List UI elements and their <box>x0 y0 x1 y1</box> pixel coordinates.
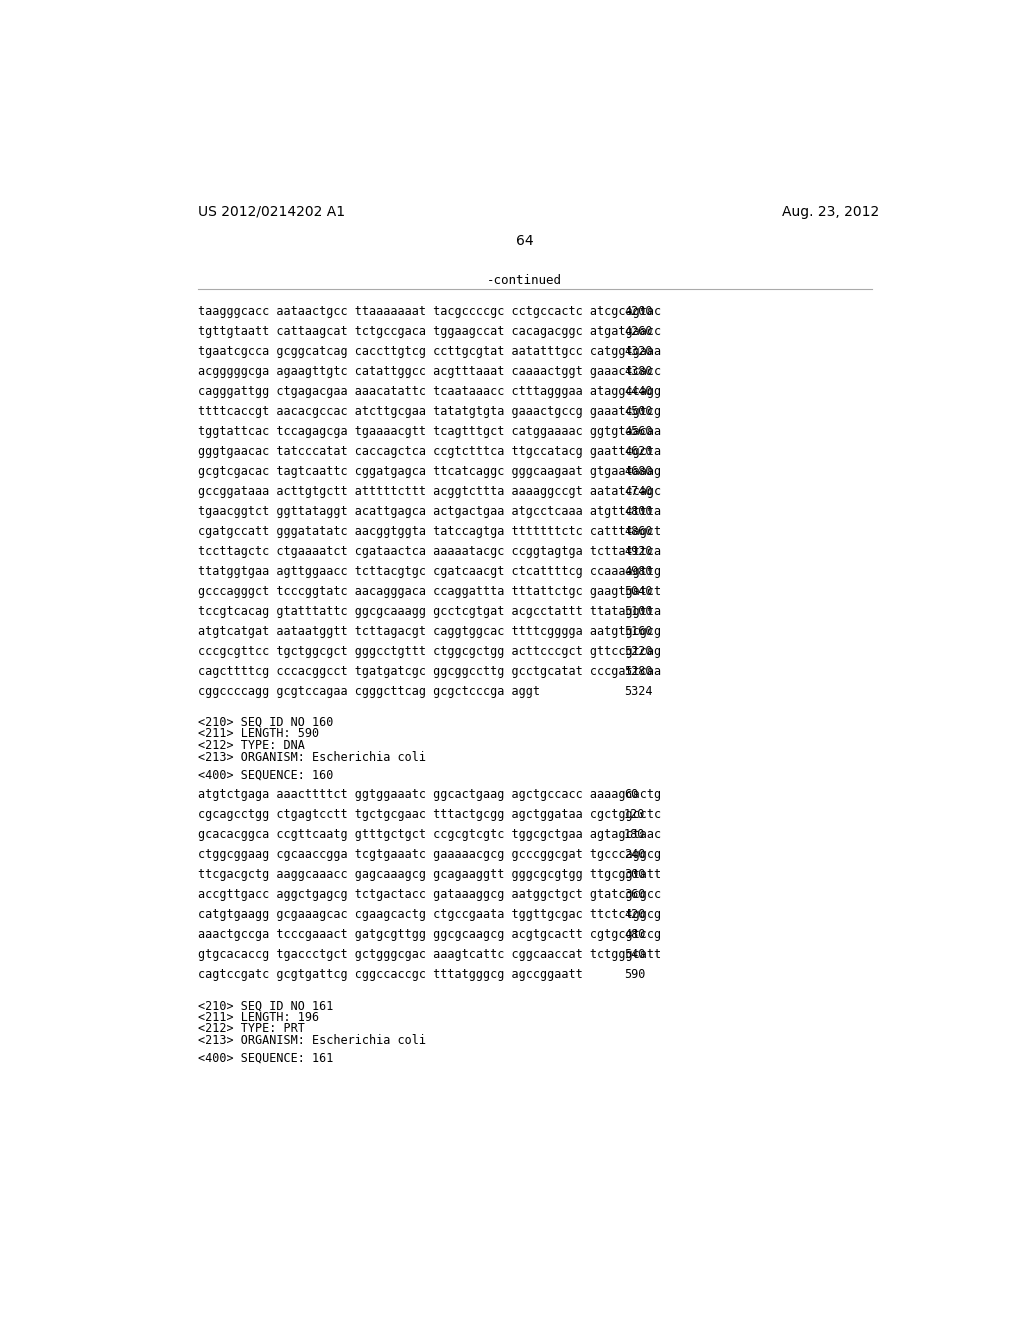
Text: 180: 180 <box>624 829 645 841</box>
Text: 360: 360 <box>624 888 645 902</box>
Text: 4800: 4800 <box>624 506 652 517</box>
Text: <212> TYPE: DNA: <212> TYPE: DNA <box>198 739 304 752</box>
Text: <213> ORGANISM: Escherichia coli: <213> ORGANISM: Escherichia coli <box>198 751 426 763</box>
Text: 64: 64 <box>516 234 534 248</box>
Text: 4500: 4500 <box>624 405 652 418</box>
Text: aaactgccga tcccgaaact gatgcgttgg ggcgcaagcg acgtgcactt cgtgcgtccg: aaactgccga tcccgaaact gatgcgttgg ggcgcaa… <box>198 928 660 941</box>
Text: cgcagcctgg ctgagtcctt tgctgcgaac tttactgcgg agctggataa cgctggcctc: cgcagcctgg ctgagtcctt tgctgcgaac tttactg… <box>198 808 660 821</box>
Text: 5280: 5280 <box>624 665 652 678</box>
Text: 4260: 4260 <box>624 325 652 338</box>
Text: 5160: 5160 <box>624 626 652 638</box>
Text: <212> TYPE: PRT: <212> TYPE: PRT <box>198 1022 304 1035</box>
Text: ttcgacgctg aaggcaaacc gagcaaagcg gcagaaggtt gggcgcgtgg ttgcggtatt: ttcgacgctg aaggcaaacc gagcaaagcg gcagaag… <box>198 869 660 882</box>
Text: tccgtcacag gtatttattc ggcgcaaagg gcctcgtgat acgcctattt ttataggtta: tccgtcacag gtatttattc ggcgcaaagg gcctcgt… <box>198 605 660 618</box>
Text: 5324: 5324 <box>624 685 652 698</box>
Text: 240: 240 <box>624 849 645 862</box>
Text: catgtgaagg gcgaaagcac cgaagcactg ctgccgaata tggttgcgac ttctctggcg: catgtgaagg gcgaaagcac cgaagcactg ctgccga… <box>198 908 660 921</box>
Text: cggccccagg gcgtccagaa cgggcttcag gcgctcccga aggt: cggccccagg gcgtccagaa cgggcttcag gcgctcc… <box>198 685 540 698</box>
Text: US 2012/0214202 A1: US 2012/0214202 A1 <box>198 205 345 219</box>
Text: 60: 60 <box>624 788 638 801</box>
Text: <211> LENGTH: 196: <211> LENGTH: 196 <box>198 1011 318 1024</box>
Text: <211> LENGTH: 590: <211> LENGTH: 590 <box>198 727 318 741</box>
Text: 300: 300 <box>624 869 645 882</box>
Text: 5220: 5220 <box>624 645 652 659</box>
Text: 590: 590 <box>624 969 645 982</box>
Text: gcacacggca ccgttcaatg gtttgctgct ccgcgtcgtc tggcgctgaa agtagctaac: gcacacggca ccgttcaatg gtttgctgct ccgcgtc… <box>198 829 660 841</box>
Text: 4740: 4740 <box>624 484 652 498</box>
Text: accgttgacc aggctgagcg tctgactacc gataaaggcg aatggctgct gtatcgcgcc: accgttgacc aggctgagcg tctgactacc gataaag… <box>198 888 660 902</box>
Text: tgaacggtct ggttataggt acattgagca actgactgaa atgcctcaaa atgttcttta: tgaacggtct ggttataggt acattgagca actgact… <box>198 506 660 517</box>
Text: cagggattgg ctgagacgaa aaacatattc tcaataaacc ctttagggaa ataggccagg: cagggattgg ctgagacgaa aaacatattc tcaataa… <box>198 385 660 397</box>
Text: 540: 540 <box>624 948 645 961</box>
Text: 4860: 4860 <box>624 525 652 539</box>
Text: tccttagctc ctgaaaatct cgataactca aaaaatacgc ccggtagtga tcttatttca: tccttagctc ctgaaaatct cgataactca aaaaata… <box>198 545 660 558</box>
Text: 4980: 4980 <box>624 565 652 578</box>
Text: cagcttttcg cccacggcct tgatgatcgc ggcggccttg gcctgcatat cccgattcaa: cagcttttcg cccacggcct tgatgatcgc ggcggcc… <box>198 665 660 678</box>
Text: gtgcacaccg tgaccctgct gctgggcgac aaagtcattc cggcaaccat tctgggcatt: gtgcacaccg tgaccctgct gctgggcgac aaagtca… <box>198 948 660 961</box>
Text: 5040: 5040 <box>624 585 652 598</box>
Text: gcccagggct tcccggtatc aacagggaca ccaggattta tttattctgc gaagtgatct: gcccagggct tcccggtatc aacagggaca ccaggat… <box>198 585 660 598</box>
Text: atgtctgaga aaacttttct ggtggaaatc ggcactgaag agctgccacc aaaagcactg: atgtctgaga aaacttttct ggtggaaatc ggcactg… <box>198 788 660 801</box>
Text: 4560: 4560 <box>624 425 652 438</box>
Text: 5100: 5100 <box>624 605 652 618</box>
Text: cccgcgttcc tgctggcgct gggcctgttt ctggcgctgg acttcccgct gttccgtcag: cccgcgttcc tgctggcgct gggcctgttt ctggcgc… <box>198 645 660 659</box>
Text: acgggggcga agaagttgtc catattggcc acgtttaaat caaaactggt gaaactcacc: acgggggcga agaagttgtc catattggcc acgttta… <box>198 364 660 378</box>
Text: ttttcaccgt aacacgccac atcttgcgaa tatatgtgta gaaactgccg gaaatcgtcg: ttttcaccgt aacacgccac atcttgcgaa tatatgt… <box>198 405 660 418</box>
Text: 4200: 4200 <box>624 305 652 318</box>
Text: ctggcggaag cgcaaccgga tcgtgaaatc gaaaaacgcg gcccggcgat tgcccaggcg: ctggcggaag cgcaaccgga tcgtgaaatc gaaaaac… <box>198 849 660 862</box>
Text: taagggcacc aataactgcc ttaaaaaaat tacgccccgc cctgccactc atcgcagtac: taagggcacc aataactgcc ttaaaaaaat tacgccc… <box>198 305 660 318</box>
Text: 480: 480 <box>624 928 645 941</box>
Text: <400> SEQUENCE: 161: <400> SEQUENCE: 161 <box>198 1052 333 1065</box>
Text: 4920: 4920 <box>624 545 652 558</box>
Text: tgttgtaatt cattaagcat tctgccgaca tggaagccat cacagacggc atgatgaacc: tgttgtaatt cattaagcat tctgccgaca tggaagc… <box>198 325 660 338</box>
Text: 4620: 4620 <box>624 445 652 458</box>
Text: <400> SEQUENCE: 160: <400> SEQUENCE: 160 <box>198 768 333 781</box>
Text: 420: 420 <box>624 908 645 921</box>
Text: ttatggtgaa agttggaacc tcttacgtgc cgatcaacgt ctcattttcg ccaaaagttg: ttatggtgaa agttggaacc tcttacgtgc cgatcaa… <box>198 565 660 578</box>
Text: cgatgccatt gggatatatc aacggtggta tatccagtga tttttttctc cattttagct: cgatgccatt gggatatatc aacggtggta tatccag… <box>198 525 660 539</box>
Text: -continued: -continued <box>487 275 562 286</box>
Text: <210> SEQ ID NO 160: <210> SEQ ID NO 160 <box>198 715 333 729</box>
Text: 4320: 4320 <box>624 345 652 358</box>
Text: 4380: 4380 <box>624 364 652 378</box>
Text: gcgtcgacac tagtcaattc cggatgagca ttcatcaggc gggcaagaat gtgaataaag: gcgtcgacac tagtcaattc cggatgagca ttcatca… <box>198 465 660 478</box>
Text: 4440: 4440 <box>624 385 652 397</box>
Text: tggtattcac tccagagcga tgaaaacgtt tcagtttgct catggaaaac ggtgtaacaa: tggtattcac tccagagcga tgaaaacgtt tcagttt… <box>198 425 660 438</box>
Text: gccggataaa acttgtgctt atttttcttt acggtcttta aaaaggccgt aatatccagc: gccggataaa acttgtgctt atttttcttt acggtct… <box>198 484 660 498</box>
Text: tgaatcgcca gcggcatcag caccttgtcg ccttgcgtat aatatttgcc catggtgaaa: tgaatcgcca gcggcatcag caccttgtcg ccttgcg… <box>198 345 660 358</box>
Text: gggtgaacac tatcccatat caccagctca ccgtctttca ttgccatacg gaattcgcta: gggtgaacac tatcccatat caccagctca ccgtctt… <box>198 445 660 458</box>
Text: cagtccgatc gcgtgattcg cggccaccgc tttatgggcg agccggaatt: cagtccgatc gcgtgattcg cggccaccgc tttatgg… <box>198 969 583 982</box>
Text: 120: 120 <box>624 808 645 821</box>
Text: Aug. 23, 2012: Aug. 23, 2012 <box>782 205 880 219</box>
Text: 4680: 4680 <box>624 465 652 478</box>
Text: atgtcatgat aataatggtt tcttagacgt caggtggcac ttttcgggga aatgtgcgcg: atgtcatgat aataatggtt tcttagacgt caggtgg… <box>198 626 660 638</box>
Text: <213> ORGANISM: Escherichia coli: <213> ORGANISM: Escherichia coli <box>198 1034 426 1047</box>
Text: <210> SEQ ID NO 161: <210> SEQ ID NO 161 <box>198 999 333 1012</box>
